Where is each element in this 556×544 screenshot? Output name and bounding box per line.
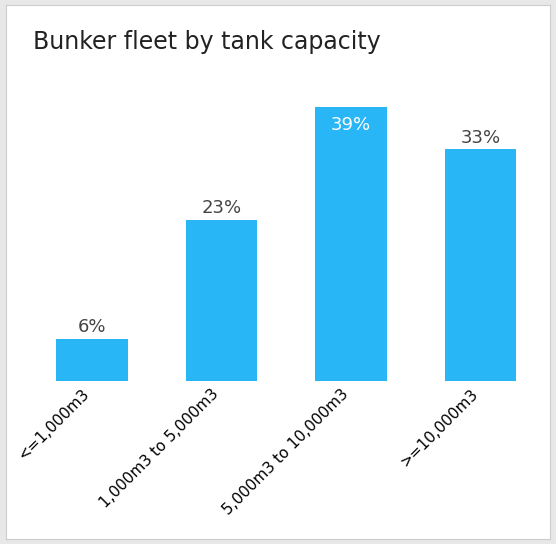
Text: 6%: 6%: [78, 318, 106, 336]
Text: 23%: 23%: [201, 199, 242, 217]
Bar: [315, 107, 387, 381]
Bar: [56, 339, 128, 381]
Bar: [445, 150, 517, 381]
Text: 39%: 39%: [331, 116, 371, 134]
Bar: [186, 220, 257, 381]
Text: 33%: 33%: [460, 128, 501, 147]
Text: Bunker fleet by tank capacity: Bunker fleet by tank capacity: [33, 29, 381, 54]
